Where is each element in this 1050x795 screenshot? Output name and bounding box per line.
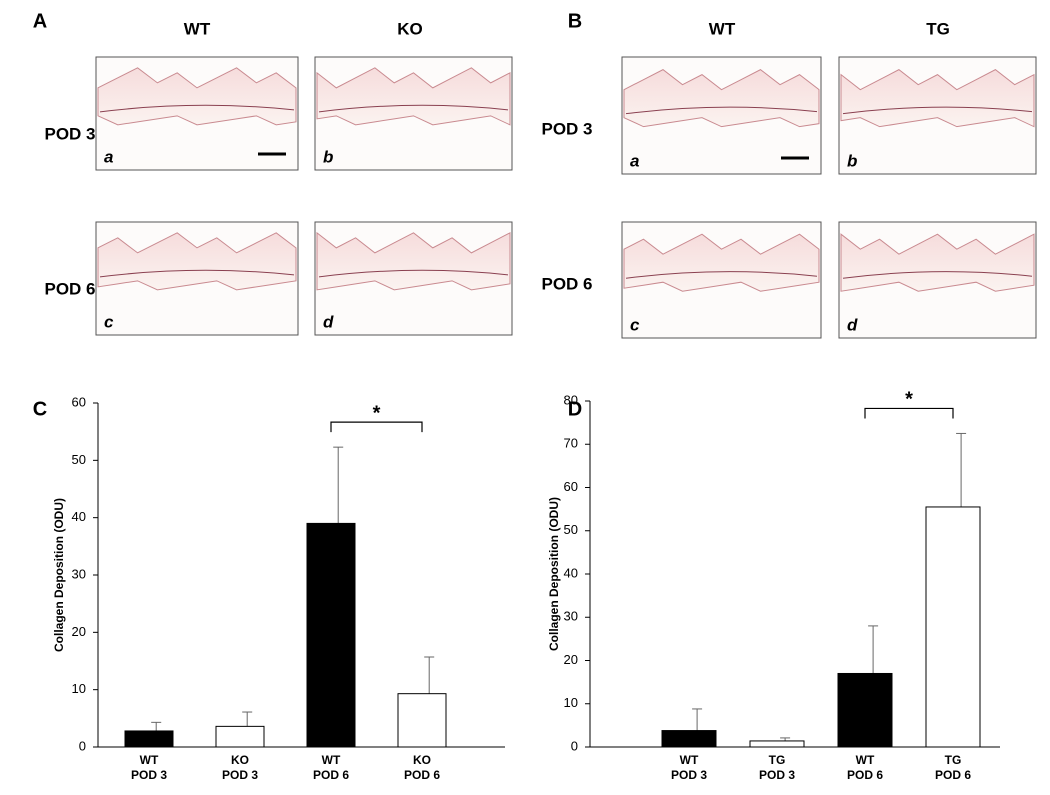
x-tick-label: POD 3 bbox=[131, 768, 167, 782]
tile-letter: d bbox=[323, 312, 334, 331]
column-label: WT bbox=[709, 19, 736, 38]
bar bbox=[661, 730, 717, 748]
y-tick-label: 60 bbox=[72, 394, 86, 409]
y-tick-label: 50 bbox=[564, 522, 578, 537]
y-tick-label: 20 bbox=[564, 652, 578, 667]
y-axis-label: Collagen Deposition (ODU) bbox=[52, 498, 66, 652]
tile-letter: b bbox=[323, 147, 333, 166]
y-tick-label: 80 bbox=[564, 392, 578, 407]
tile-letter: c bbox=[104, 312, 114, 331]
y-tick-label: 0 bbox=[79, 738, 86, 753]
x-tick-label: WT bbox=[856, 753, 875, 767]
tissue-line bbox=[318, 104, 509, 113]
y-tick-label: 30 bbox=[564, 609, 578, 624]
x-tick-label: WT bbox=[140, 753, 159, 767]
x-tick-label: POD 6 bbox=[404, 768, 440, 782]
row-label: POD 3 bbox=[44, 124, 95, 143]
y-tick-label: 10 bbox=[564, 695, 578, 710]
panel-letter: A bbox=[33, 10, 47, 32]
bar bbox=[837, 672, 893, 748]
tile-letter: a bbox=[104, 147, 113, 166]
y-tick-label: 30 bbox=[72, 566, 86, 581]
bar bbox=[306, 522, 356, 748]
x-tick-label: WT bbox=[680, 753, 699, 767]
y-tick-label: 40 bbox=[72, 509, 86, 524]
x-tick-label: POD 3 bbox=[759, 768, 795, 782]
y-axis-label: Collagen Deposition (ODU) bbox=[547, 497, 561, 651]
tissue-line bbox=[842, 106, 1033, 115]
tissue bbox=[840, 69, 1035, 128]
tile-letter: b bbox=[847, 151, 857, 170]
significance-label: * bbox=[905, 389, 913, 411]
tissue bbox=[840, 233, 1035, 292]
column-label: TG bbox=[926, 19, 950, 38]
tissue bbox=[316, 231, 511, 291]
x-tick-label: TG bbox=[945, 753, 962, 767]
bar bbox=[215, 725, 265, 748]
bar bbox=[749, 740, 805, 748]
bar bbox=[124, 730, 174, 748]
y-tick-label: 10 bbox=[72, 681, 86, 696]
y-tick-label: 60 bbox=[564, 479, 578, 494]
row-label: POD 6 bbox=[541, 274, 592, 293]
x-tick-label: WT bbox=[322, 753, 341, 767]
tissue-line bbox=[842, 271, 1033, 279]
x-tick-label: POD 6 bbox=[847, 768, 883, 782]
tissue bbox=[316, 67, 511, 126]
y-tick-label: 20 bbox=[72, 624, 86, 639]
tile-letter: d bbox=[847, 315, 858, 334]
panel-letter: C bbox=[33, 398, 47, 420]
row-label: POD 6 bbox=[44, 279, 95, 298]
panel-letter: D bbox=[568, 398, 582, 420]
tissue bbox=[97, 67, 297, 126]
bar bbox=[925, 506, 981, 748]
tissue-line bbox=[318, 269, 509, 278]
tissue bbox=[623, 69, 820, 128]
column-label: WT bbox=[184, 19, 211, 38]
x-tick-label: KO bbox=[231, 753, 249, 767]
y-tick-label: 50 bbox=[72, 452, 86, 467]
tissue-line bbox=[625, 271, 818, 279]
tile-letter: a bbox=[630, 151, 639, 170]
significance-label: * bbox=[373, 402, 381, 424]
panel-letter: B bbox=[568, 10, 582, 32]
tissue bbox=[623, 233, 820, 292]
x-tick-label: TG bbox=[769, 753, 786, 767]
row-label: POD 3 bbox=[541, 119, 592, 138]
bar bbox=[397, 693, 447, 748]
tile-letter: c bbox=[630, 315, 640, 334]
tissue-line bbox=[99, 269, 295, 278]
y-tick-label: 70 bbox=[564, 436, 578, 451]
y-tick-label: 40 bbox=[564, 565, 578, 580]
x-tick-label: KO bbox=[413, 753, 431, 767]
significance-bracket bbox=[330, 421, 423, 433]
x-tick-label: POD 3 bbox=[671, 768, 707, 782]
tissue bbox=[97, 232, 297, 291]
x-tick-label: POD 3 bbox=[222, 768, 258, 782]
y-tick-label: 0 bbox=[571, 738, 578, 753]
x-tick-label: POD 6 bbox=[935, 768, 971, 782]
tissue-line bbox=[625, 106, 818, 115]
significance-bracket bbox=[864, 407, 954, 419]
tissue-line bbox=[99, 104, 295, 113]
column-label: KO bbox=[397, 19, 423, 38]
x-tick-label: POD 6 bbox=[313, 768, 349, 782]
